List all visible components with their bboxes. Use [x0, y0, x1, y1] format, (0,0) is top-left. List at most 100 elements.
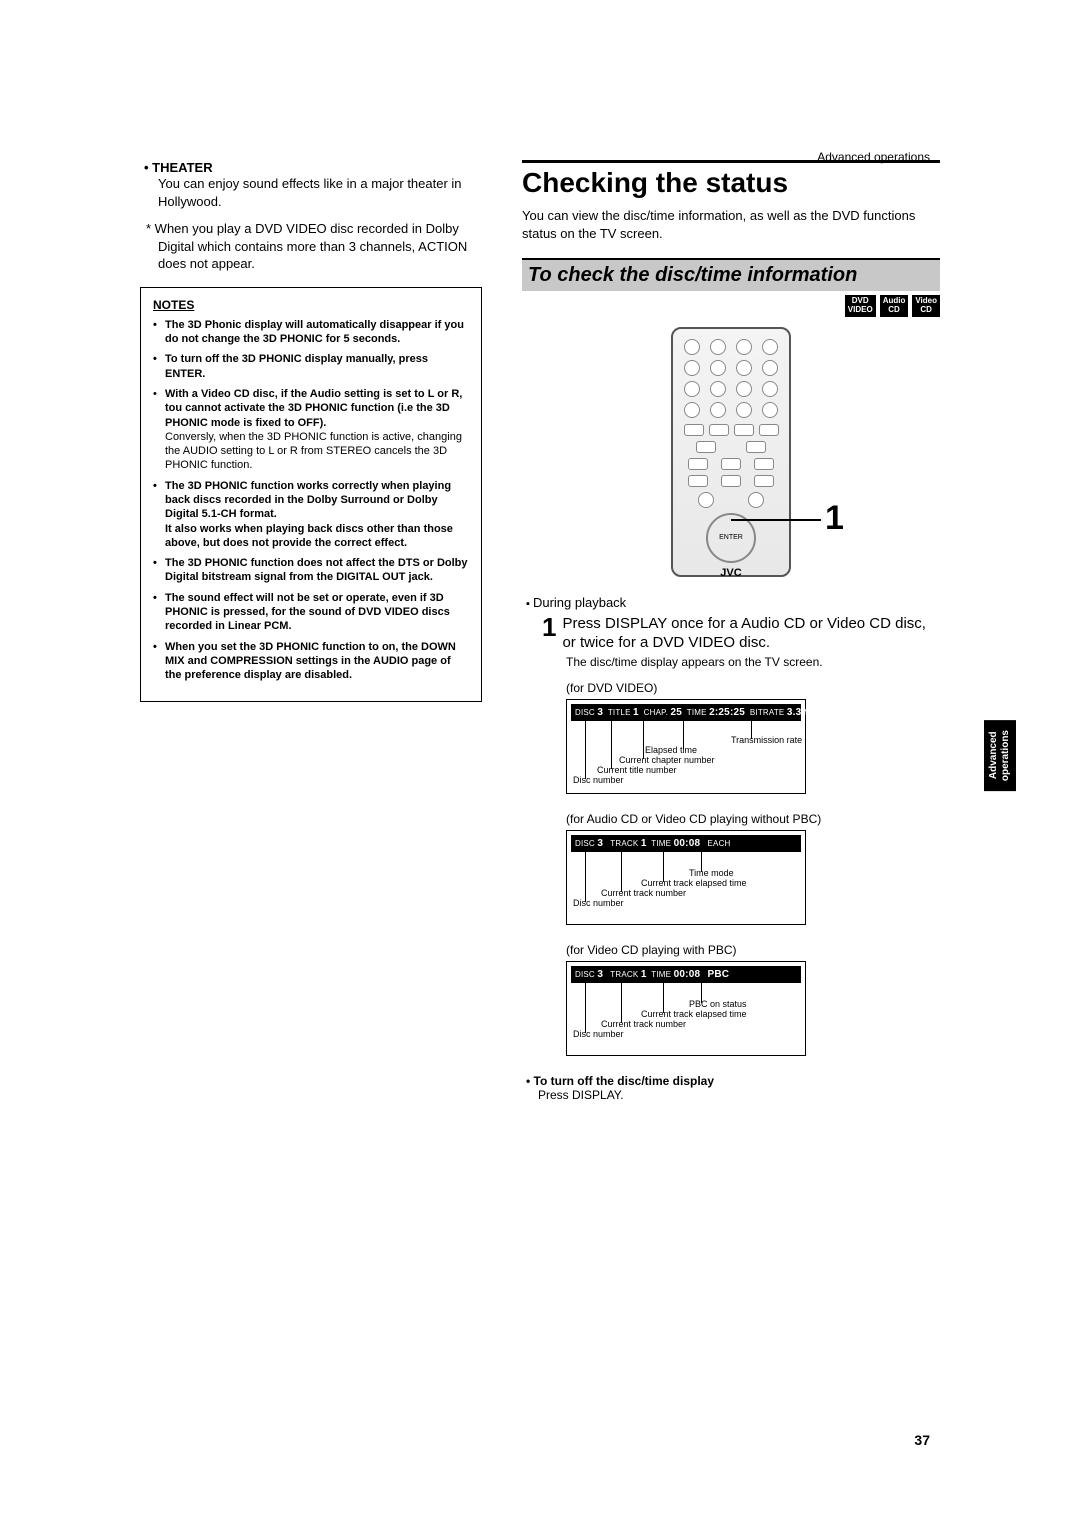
label-mode: Time mode [689, 868, 734, 878]
label-disc: Disc number [573, 775, 624, 785]
right-column: Checking the status You can view the dis… [522, 160, 940, 1102]
readout-track-label: TRACK [610, 970, 638, 979]
asterisk-note: * When you play a DVD VIDEO disc recorde… [158, 220, 482, 273]
display-audio: (for Audio CD or Video CD playing withou… [566, 812, 940, 925]
display-vcd: (for Video CD playing with PBC) DISC 3 T… [566, 943, 940, 1056]
note-item: When you set the 3D PHONIC function to o… [153, 640, 469, 683]
remote-button [721, 475, 741, 487]
readout-bitrate-label: BITRATE [750, 708, 785, 717]
display-box: DISC 3 TRACK 1 TIME 00:08 PBC PBC on sta… [566, 961, 806, 1056]
display-readout: DISC 3 TRACK 1 TIME 00:08 EACH [571, 835, 801, 852]
remote-button [696, 441, 716, 453]
readout-title: 1 [633, 707, 639, 718]
label-elapsed: Elapsed time [645, 745, 697, 755]
notes-box: NOTES The 3D Phonic display will automat… [140, 287, 482, 702]
display-readout: DISC 3 TITLE 1 CHAP. 25 TIME 2:25:25 BIT… [571, 704, 801, 721]
readout-time: 2:25:25 [709, 707, 745, 718]
readout-disc-label: DISC [575, 708, 595, 717]
side-tab: Advanced operations [984, 720, 1016, 791]
readout-time: 00:08 [674, 838, 701, 849]
remote-button [710, 360, 726, 376]
remote-button [754, 475, 774, 487]
step-text: Press DISPLAY once for a Audio CD or Vid… [562, 614, 940, 653]
remote-button [736, 402, 752, 418]
display-dvd: (for DVD VIDEO) DISC 3 TITLE 1 CHAP. 25 … [566, 681, 940, 794]
left-column: THEATER You can enjoy sound effects like… [140, 160, 482, 1102]
remote-button [736, 360, 752, 376]
notes-title: NOTES [153, 298, 469, 312]
remote-button [684, 339, 700, 355]
readout-disc-label: DISC [575, 839, 595, 848]
remote-button [688, 458, 708, 470]
remote-button [762, 381, 778, 397]
note-item-bold: With a Video CD disc, if the Audio setti… [165, 388, 462, 429]
readout-pbc: PBC [708, 969, 730, 980]
badge-audio-cd: Audio CD [880, 295, 909, 317]
callout-line [731, 519, 821, 521]
readout-time: 00:08 [674, 969, 701, 980]
note-item: To turn off the 3D PHONIC display manual… [153, 352, 469, 381]
label-track: Current track number [601, 1019, 686, 1029]
label-elapsed: Current track elapsed time [641, 1009, 747, 1019]
page-number: 37 [914, 1432, 930, 1448]
step-1: 1 Press DISPLAY once for a Audio CD or V… [542, 614, 940, 653]
label-transmission: Transmission rate [731, 735, 802, 745]
display-box: DISC 3 TRACK 1 TIME 00:08 EACH Time mode… [566, 830, 806, 925]
remote-button [710, 381, 726, 397]
readout-time-label: TIME [687, 708, 707, 717]
note-item-plain: Conversly, when the 3D PHONIC function i… [165, 431, 462, 472]
label-disc: Disc number [573, 898, 624, 908]
section-intro: You can view the disc/time information, … [522, 207, 940, 242]
remote-button [684, 402, 700, 418]
label-pbc: PBC on status [689, 999, 747, 1009]
callout-number: 1 [825, 499, 844, 538]
readout-unit: Mbps [804, 708, 824, 717]
readout-mode: EACH [708, 839, 731, 848]
label-track: Current track number [601, 888, 686, 898]
remote-button [684, 424, 704, 436]
note-item: With a Video CD disc, if the Audio setti… [153, 387, 469, 473]
label-disc: Disc number [573, 1029, 624, 1039]
remote-button [736, 339, 752, 355]
label-elapsed: Current track elapsed time [641, 878, 747, 888]
sub-banner: To check the disc/time information [522, 258, 940, 291]
display-caption: (for DVD VIDEO) [566, 681, 940, 695]
remote-button [759, 424, 779, 436]
display-caption: (for Audio CD or Video CD playing withou… [566, 812, 940, 826]
readout-chap: 25 [671, 707, 683, 718]
remote-button [746, 441, 766, 453]
remote-button [734, 424, 754, 436]
readout-disc-label: DISC [575, 970, 595, 979]
readout-track-label: TRACK [610, 839, 638, 848]
note-item: The sound effect will not be set or oper… [153, 591, 469, 634]
note-item: The 3D PHONIC function does not affect t… [153, 556, 469, 585]
notes-list: The 3D Phonic display will automatically… [153, 318, 469, 683]
remote-button [721, 458, 741, 470]
note-item: The 3D PHONIC function works correctly w… [153, 479, 469, 550]
page-header: Advanced operations [817, 150, 930, 164]
badge-dvd: DVD VIDEO [845, 295, 876, 317]
remote-brand: JVC [681, 567, 781, 579]
theater-heading: THEATER [158, 160, 482, 175]
readout-disc: 3 [597, 838, 603, 849]
display-readout: DISC 3 TRACK 1 TIME 00:08 PBC [571, 966, 801, 983]
display-caption: (for Video CD playing with PBC) [566, 943, 940, 957]
remote-button [748, 492, 764, 508]
step-subtext: The disc/time display appears on the TV … [566, 655, 940, 669]
remote-button [736, 381, 752, 397]
readout-disc: 3 [597, 707, 603, 718]
sub-banner-text: To check the disc/time information [528, 264, 857, 286]
remote-button [762, 339, 778, 355]
theater-body: You can enjoy sound effects like in a ma… [158, 175, 482, 210]
remote-button [762, 360, 778, 376]
label-chapter: Current chapter number [619, 755, 715, 765]
remote-diagram: ENTER JVC 1 [522, 327, 940, 581]
remote-button [688, 475, 708, 487]
remote-button [698, 492, 714, 508]
readout-title-label: TITLE [608, 708, 631, 717]
remote-button [754, 458, 774, 470]
note-item: The 3D Phonic display will automatically… [153, 318, 469, 347]
readout-time-label: TIME [651, 839, 671, 848]
remote-button [710, 339, 726, 355]
footer-note-title: To turn off the disc/time display [526, 1074, 940, 1088]
